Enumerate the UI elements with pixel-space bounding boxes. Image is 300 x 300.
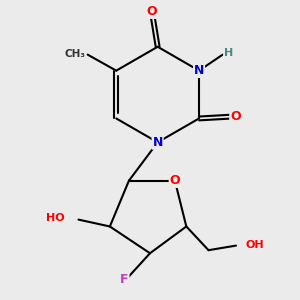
- Text: F: F: [120, 273, 129, 286]
- Text: O: O: [169, 174, 180, 187]
- Text: CH₃: CH₃: [64, 49, 86, 59]
- Text: H: H: [224, 48, 233, 58]
- Text: O: O: [147, 5, 157, 18]
- Text: N: N: [194, 64, 204, 77]
- Text: N: N: [152, 136, 163, 149]
- Text: HO: HO: [46, 213, 65, 223]
- Text: O: O: [230, 110, 241, 123]
- Text: OH: OH: [246, 240, 264, 250]
